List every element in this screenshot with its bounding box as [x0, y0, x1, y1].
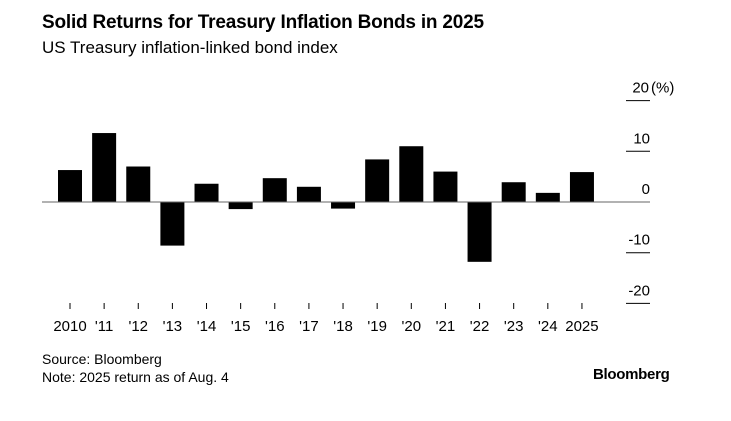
bar-21 — [433, 171, 458, 202]
x-tick-label: '12 — [128, 318, 148, 335]
bar-24 — [535, 192, 560, 202]
x-tick-label: '16 — [265, 318, 285, 335]
bar-19 — [365, 159, 390, 202]
y-tick-label: 0 — [642, 181, 650, 198]
bar-16 — [262, 178, 287, 202]
bar-15 — [228, 202, 253, 210]
bar-23 — [501, 182, 526, 202]
x-tick-label: 2025 — [565, 318, 598, 335]
bar-22 — [467, 202, 492, 262]
x-tick-label: '19 — [367, 318, 387, 335]
x-tick-label: '24 — [538, 318, 558, 335]
bar-18 — [331, 202, 356, 209]
y-unit-label: (%) — [651, 80, 674, 97]
footnote: Note: 2025 return as of Aug. 4 — [42, 369, 229, 385]
source-note: Source: Bloomberg — [42, 351, 162, 367]
x-tick-label: '20 — [402, 318, 422, 335]
x-tick-label: '13 — [163, 318, 183, 335]
x-tick-label: '15 — [231, 318, 251, 335]
x-tick-label: '23 — [504, 318, 524, 335]
y-tick-label: -10 — [628, 232, 650, 249]
bloomberg-logo: Bloomberg — [593, 366, 670, 383]
x-tick-label: '22 — [470, 318, 490, 335]
bar-14 — [194, 183, 219, 202]
bar-12 — [126, 166, 151, 202]
x-tick-label: '17 — [299, 318, 319, 335]
bar-2025 — [569, 172, 594, 202]
bar-13 — [160, 202, 185, 246]
chart-title: Solid Returns for Treasury Inflation Bon… — [42, 12, 484, 33]
x-tick-label: '14 — [197, 318, 217, 335]
x-tick-label: '18 — [333, 318, 353, 335]
chart-subtitle: US Treasury inflation-linked bond index — [42, 38, 338, 57]
bar-2010 — [58, 170, 82, 202]
y-tick-label: 20 — [632, 80, 649, 97]
y-tick-label: -20 — [628, 282, 650, 299]
x-tick-label: '21 — [436, 318, 456, 335]
x-tick-label: 2010 — [53, 318, 86, 335]
y-tick-label: 10 — [633, 130, 650, 147]
x-tick-label: '11 — [95, 318, 113, 335]
bar-17 — [296, 186, 321, 202]
bar-11 — [92, 133, 117, 202]
bar-20 — [399, 146, 424, 202]
